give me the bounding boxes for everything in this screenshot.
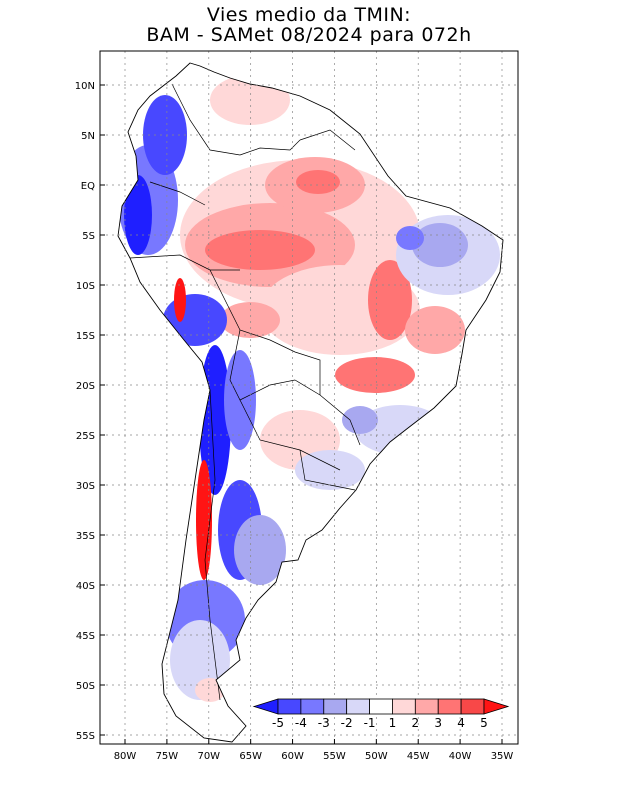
- lat-label: 30S: [76, 481, 95, 492]
- lat-label: 25S: [76, 431, 95, 442]
- lon-label: 50W: [365, 751, 388, 762]
- lon-label: 80W: [114, 751, 137, 762]
- lat-label: 40S: [76, 581, 95, 592]
- colorbar: -5 -4 -3 -2 -1 1 2 3 4 5: [252, 698, 510, 730]
- latitude-labels: 10N 5N EQ 5S 10S 15S 20S 25S 30S 35S 40S 45S 50S 55S: [75, 81, 105, 742]
- lon-label: 55W: [323, 751, 346, 762]
- lat-label: 20S: [76, 381, 95, 392]
- colorbar-swatch: [323, 698, 348, 715]
- colorbar-swatch: [277, 698, 302, 715]
- lat-label: EQ: [81, 181, 95, 192]
- lat-label: 10N: [75, 81, 95, 92]
- graticule: [100, 51, 518, 744]
- colorbar-label: -2: [341, 716, 353, 730]
- title-line-2: BAM - SAMet 08/2024 para 072h: [146, 24, 472, 46]
- colorbar-label: -4: [295, 716, 307, 730]
- lon-label: 40W: [449, 751, 472, 762]
- lat-label: 45S: [76, 631, 95, 642]
- colorbar-label: 5: [480, 716, 488, 730]
- lat-label: 55S: [76, 731, 95, 742]
- lon-label: 75W: [156, 751, 179, 762]
- lat-label: 15S: [76, 331, 95, 342]
- colorbar-swatch: [300, 698, 325, 715]
- lat-label: 35S: [76, 531, 95, 542]
- colorbar-arrow-right: [483, 698, 510, 715]
- colorbar-swatch: [392, 698, 416, 715]
- colorbar-swatch: [414, 698, 439, 715]
- colorbar-label: 1: [389, 716, 397, 730]
- lat-label: 50S: [76, 681, 95, 692]
- lon-label: 65W: [239, 751, 262, 762]
- colorbar-swatch: [346, 698, 370, 715]
- colorbar-label: 3: [434, 716, 442, 730]
- lon-label: 35W: [491, 751, 514, 762]
- colorbar-label: -3: [318, 716, 330, 730]
- lon-label: 60W: [281, 751, 304, 762]
- colorbar-label: -5: [272, 716, 284, 730]
- map-frame: [99, 50, 519, 745]
- colorbar-swatch: [460, 698, 485, 715]
- longitude-labels: 80W 75W 70W 65W 60W 55W 50W 45W 40W 35W: [114, 739, 514, 762]
- colorbar-swatch: [437, 698, 462, 715]
- colorbar-label: 2: [412, 716, 420, 730]
- colorbar-label: 4: [457, 716, 465, 730]
- lon-label: 45W: [407, 751, 430, 762]
- lat-label: 5N: [81, 131, 95, 142]
- title-line-1: Vies medio da TMIN:: [206, 4, 412, 26]
- colorbar-swatch: [369, 698, 393, 715]
- lat-label: 5S: [82, 231, 95, 242]
- lat-label: 10S: [76, 281, 95, 292]
- lon-label: 70W: [197, 751, 220, 762]
- colorbar-label: -1: [364, 716, 376, 730]
